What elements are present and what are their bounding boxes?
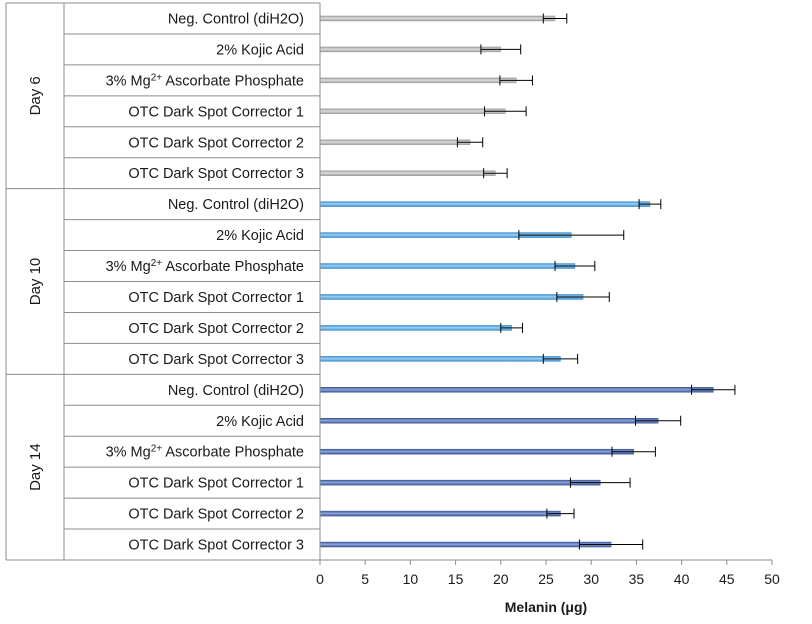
bar xyxy=(319,387,714,393)
category-label: 2% Kojic Acid xyxy=(216,414,304,430)
x-tick-label: 40 xyxy=(674,571,690,587)
bar xyxy=(319,510,561,517)
category-label: Neg. Control (diH2O) xyxy=(168,383,304,399)
bar xyxy=(319,263,576,269)
x-tick-label: 45 xyxy=(719,571,735,587)
category-label: OTC Dark Spot Corrector 3 xyxy=(128,166,304,182)
bar xyxy=(319,46,502,53)
bar xyxy=(319,448,634,455)
x-axis-title: Melanin (μg) xyxy=(505,599,587,615)
error-bar-layer xyxy=(456,13,736,550)
x-tick-label: 25 xyxy=(538,571,554,587)
x-tick-label: 20 xyxy=(493,571,509,587)
bar xyxy=(319,356,561,362)
category-label: OTC Dark Spot Corrector 2 xyxy=(128,321,304,337)
x-tick-label: 30 xyxy=(583,571,599,587)
bar-layer xyxy=(319,15,714,548)
category-label: OTC Dark Spot Corrector 1 xyxy=(128,476,304,492)
bar xyxy=(319,325,512,331)
category-label: OTC Dark Spot Corrector 1 xyxy=(128,290,304,306)
category-label: OTC Dark Spot Corrector 3 xyxy=(128,352,304,368)
bar xyxy=(319,139,471,145)
category-label: 2% Kojic Acid xyxy=(216,42,304,58)
x-tick-label: 0 xyxy=(316,571,324,587)
category-label: 2% Kojic Acid xyxy=(216,228,304,244)
x-tick-label: 15 xyxy=(448,571,464,587)
group-label: Day 6 xyxy=(27,76,44,115)
bar xyxy=(319,15,556,22)
bar xyxy=(319,201,651,207)
x-tick-label: 50 xyxy=(764,571,780,587)
category-label: 3% Mg2+ Ascorbate Phosphate xyxy=(106,444,304,461)
x-tick-label: 5 xyxy=(361,571,369,587)
bar xyxy=(319,77,517,84)
group-label: Day 14 xyxy=(27,443,44,491)
category-label: OTC Dark Spot Corrector 1 xyxy=(128,104,304,120)
bar xyxy=(319,170,496,176)
category-label: 3% Mg2+ Ascorbate Phosphate xyxy=(106,72,304,89)
bar xyxy=(319,108,506,115)
category-label: OTC Dark Spot Corrector 3 xyxy=(128,538,304,554)
x-tick-label: 10 xyxy=(403,571,419,587)
category-label-layer: Neg. Control (diH2O) 2% Kojic Acid 3% Mg2+… xyxy=(27,11,304,553)
group-label: Day 10 xyxy=(27,258,44,306)
bar xyxy=(319,541,612,548)
category-label: Neg. Control (diH2O) xyxy=(168,197,304,213)
x-tick-layer: 0 5 10 15 20 25 30 35 40 45 50 xyxy=(316,560,780,587)
category-label: OTC Dark Spot Corrector 2 xyxy=(128,135,304,151)
category-label: Neg. Control (diH2O) xyxy=(168,11,304,27)
category-label: 3% Mg2+ Ascorbate Phosphate xyxy=(106,258,304,275)
bar xyxy=(319,418,659,424)
axes-layer xyxy=(5,2,772,561)
category-label: OTC Dark Spot Corrector 2 xyxy=(128,507,304,523)
bar xyxy=(319,479,601,486)
x-tick-label: 35 xyxy=(629,571,645,587)
bar xyxy=(319,294,584,300)
